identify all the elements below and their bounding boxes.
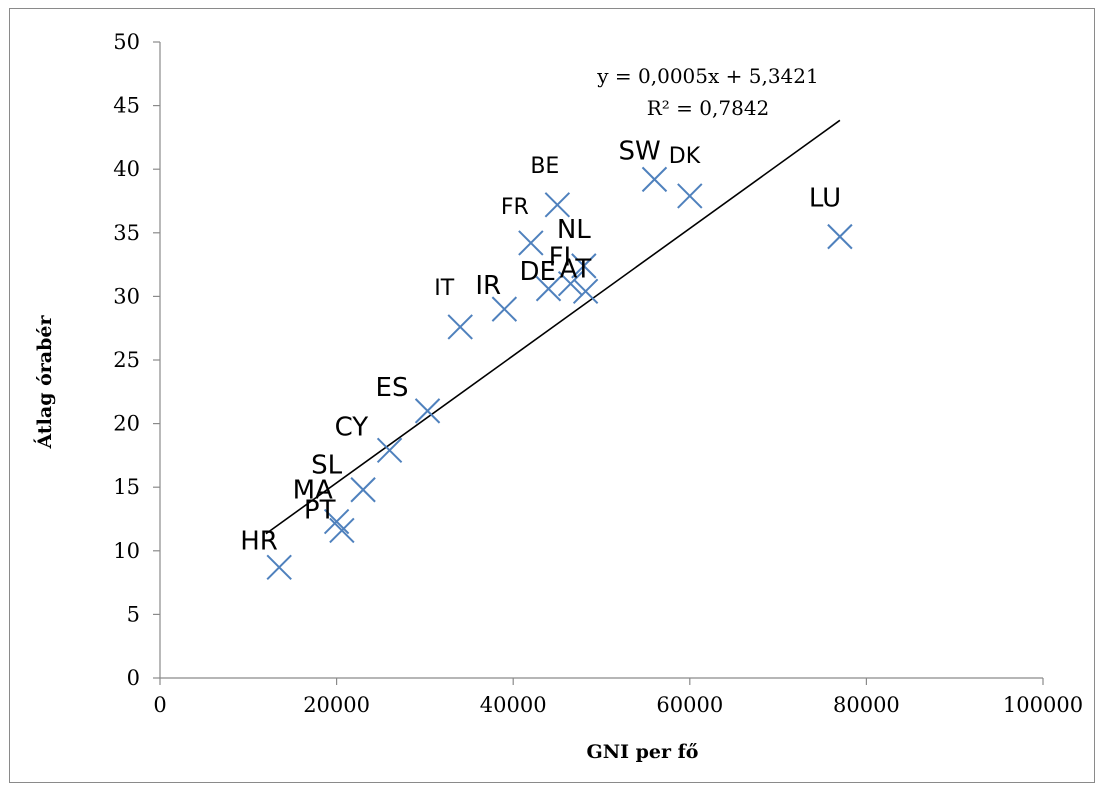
point-label-cy: CY (335, 412, 369, 442)
y-tick-label: 0 (127, 666, 140, 690)
x-tick-label: 20000 (303, 693, 370, 717)
y-tick-label: 20 (113, 412, 140, 436)
data-point-ir (491, 296, 518, 322)
data-point-cy (376, 437, 403, 464)
point-label-es: ES (376, 373, 409, 403)
point-label-it: IT (434, 276, 454, 301)
chart-frame (9, 8, 1095, 783)
x-axis-title: GNI per fő (587, 741, 699, 763)
point-label-lu: LU (809, 184, 841, 214)
point-label-be: BE (530, 154, 559, 179)
trendline (265, 119, 841, 535)
point-label-fr: FR (501, 195, 529, 220)
point-label-hr: HR (240, 526, 278, 556)
point-label-ma: MA (293, 476, 333, 506)
x-tick-label: 80000 (833, 693, 900, 717)
data-point-sl (350, 477, 376, 503)
x-tick-label: 40000 (480, 693, 547, 717)
point-label-at: AT (560, 254, 592, 284)
y-tick-label: 45 (113, 94, 140, 118)
trendline-equation: y = 0,0005x + 5,3421 (596, 64, 818, 88)
x-tick-label: 0 (153, 693, 166, 717)
y-tick-label: 50 (113, 30, 140, 54)
point-label-nl: NL (557, 215, 591, 245)
point-label-fi: FI (549, 243, 572, 273)
data-point-hr (266, 554, 292, 581)
y-tick-label: 40 (113, 157, 140, 181)
point-label-ir: IR (475, 271, 501, 301)
data-point-at (572, 278, 599, 305)
data-point-ma (323, 508, 350, 535)
point-label-dk: DK (669, 144, 701, 169)
tick-labels: 0 5 10 15 20 25 30 35 40 45 50 0 20000 40000 60000 8000… (113, 30, 1083, 717)
data-point-fr (518, 230, 544, 256)
y-tick-label: 10 (113, 539, 140, 563)
y-tick-label: 5 (127, 602, 140, 626)
data-point-sw (641, 166, 668, 193)
x-tick-label: 100000 (1003, 693, 1083, 717)
data-point-pt (329, 517, 355, 544)
x-tick-label: 60000 (656, 693, 723, 717)
y-tick-label: 35 (113, 221, 140, 245)
point-label-pt: PT (304, 495, 336, 525)
data-point-nl (571, 253, 597, 279)
y-axis-title: Átlag órabér (33, 315, 56, 450)
trendline-r-squared: R² = 0,7842 (647, 96, 770, 120)
y-tick-label: 15 (113, 475, 140, 499)
axes (153, 41, 1044, 685)
data-point-fi (557, 270, 584, 297)
data-point-dk (677, 183, 703, 209)
data-points (266, 166, 853, 581)
y-tick-label: 25 (113, 348, 140, 372)
point-label-sl: SL (311, 451, 343, 481)
point-label-sw: SW (618, 136, 660, 166)
data-point-be (544, 192, 571, 218)
data-point-lu (827, 223, 853, 250)
y-tick-label: 30 (113, 284, 140, 308)
data-point-de (535, 276, 562, 302)
data-point-it (447, 314, 473, 340)
data-point-es (414, 398, 441, 424)
point-label-de: DE (520, 257, 556, 287)
